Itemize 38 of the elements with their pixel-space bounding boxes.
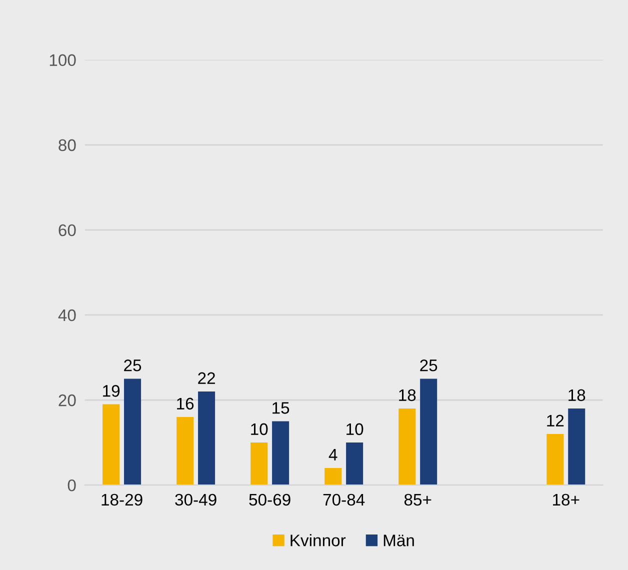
bar <box>124 378 142 486</box>
bar <box>568 408 586 486</box>
bar <box>346 442 364 486</box>
x-tick-label: 30-49 <box>175 494 216 506</box>
data-label: 22 <box>198 372 215 384</box>
bar <box>546 434 564 486</box>
data-label: 18 <box>568 389 586 402</box>
data-label: 10 <box>346 423 364 436</box>
data-label: 25 <box>420 360 438 372</box>
y-tick-label: 60 <box>58 224 76 236</box>
bar <box>324 468 342 486</box>
y-tick-label: 0 <box>68 479 76 492</box>
bar <box>102 404 120 486</box>
legend-label: Kvinnor <box>290 534 346 546</box>
x-tick-label: 18-29 <box>102 494 142 506</box>
bar <box>420 378 438 486</box>
y-tick-label: 100 <box>50 54 76 66</box>
data-label: 19 <box>103 385 120 397</box>
x-tick-label: 50-69 <box>249 494 290 506</box>
data-label: 16 <box>177 398 194 410</box>
bar <box>176 417 194 486</box>
legend-label: Män <box>384 534 414 546</box>
x-tick-label: 85+ <box>404 494 432 506</box>
data-label: 4 <box>328 448 338 460</box>
bar <box>272 421 290 486</box>
x-tick-label: 70-84 <box>323 494 365 506</box>
data-label: 25 <box>124 360 142 372</box>
x-tick-label: 18+ <box>553 494 580 506</box>
bar <box>398 408 416 486</box>
y-tick-label: 20 <box>58 394 76 406</box>
data-label: 12 <box>547 414 564 426</box>
data-label: 10 <box>251 423 268 436</box>
bar <box>250 442 268 486</box>
y-tick-label: 80 <box>58 139 76 152</box>
bar <box>198 392 216 486</box>
data-label: 18 <box>399 389 416 402</box>
y-tick-label: 40 <box>58 309 76 322</box>
data-label: 15 <box>272 402 290 414</box>
